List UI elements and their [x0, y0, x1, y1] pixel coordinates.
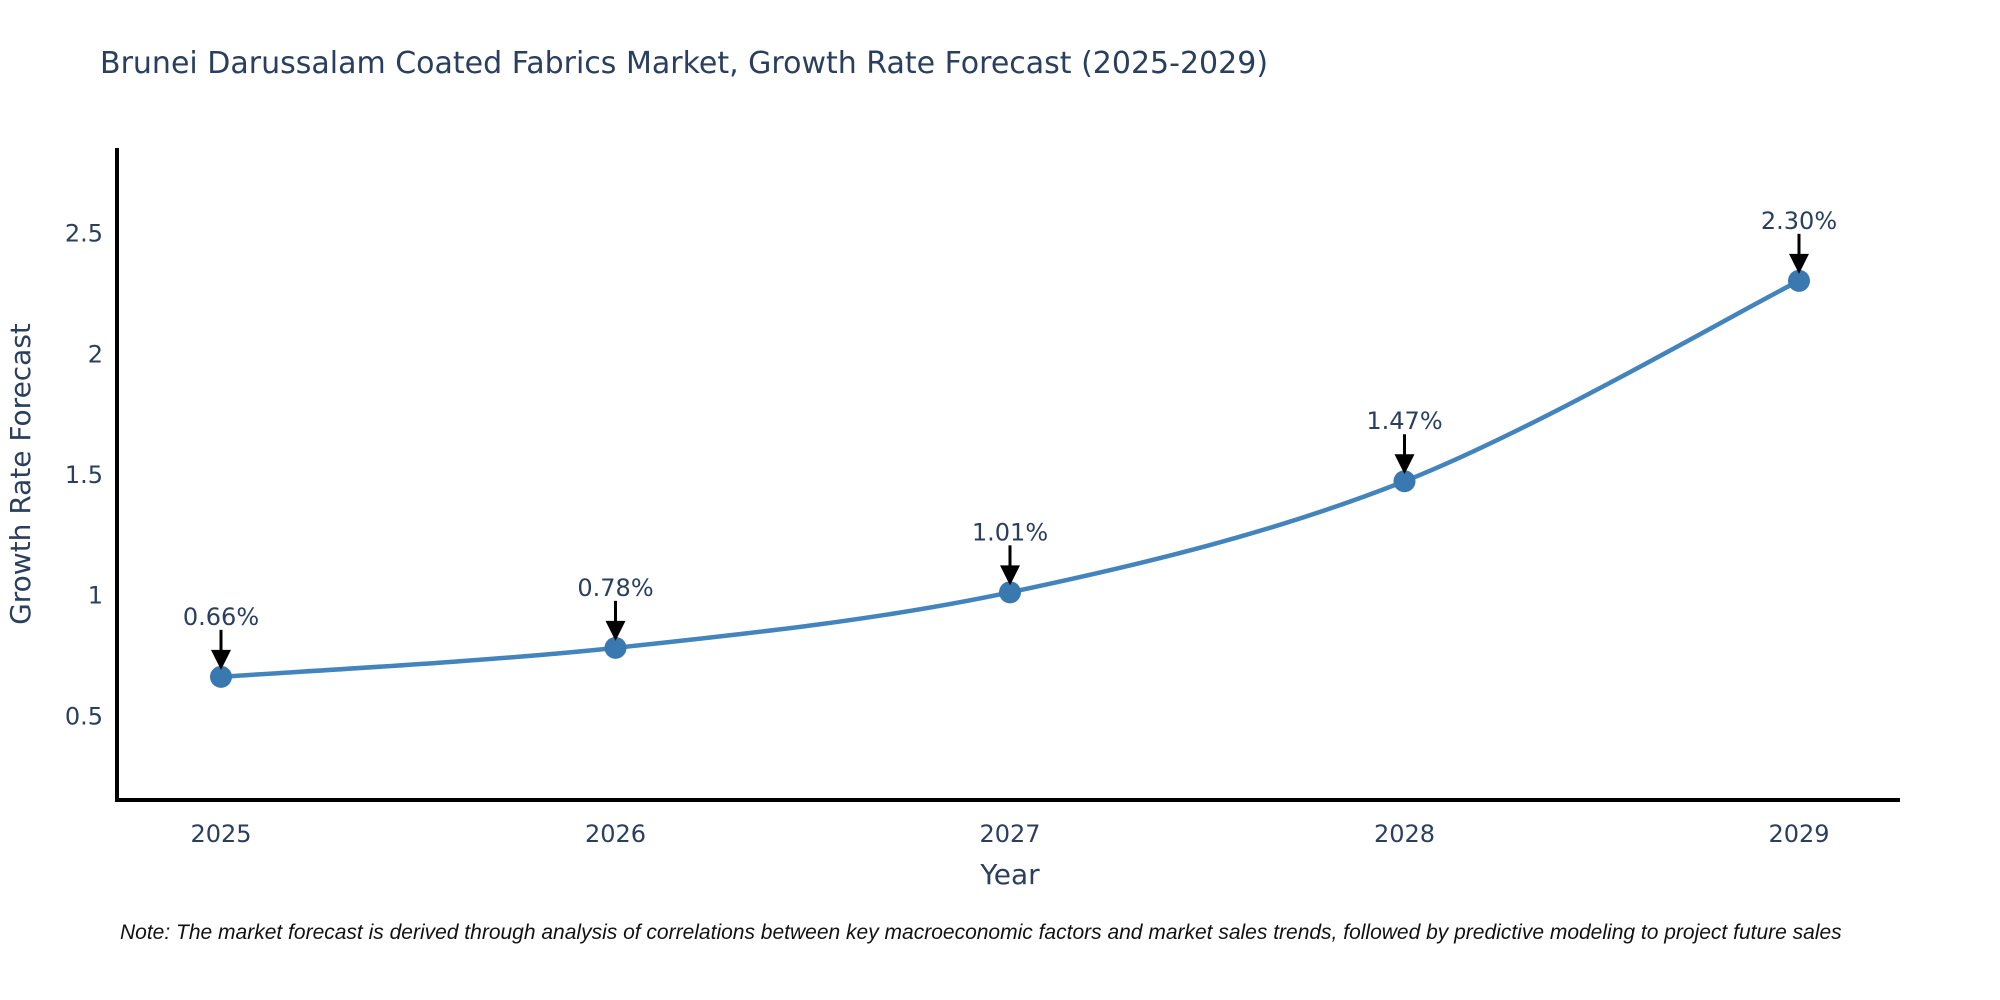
- y-tick-label: 0.5: [65, 702, 103, 730]
- chart-title: Brunei Darussalam Coated Fabrics Market,…: [100, 46, 1269, 81]
- series-line: [220, 278, 1801, 680]
- x-axis-title: Year: [979, 858, 1040, 891]
- annotation-arrow-head-icon: [605, 620, 626, 641]
- y-tick-label: 2: [88, 340, 103, 368]
- point-value-label: 0.78%: [577, 574, 653, 602]
- annotation-arrow-head-icon: [1000, 565, 1020, 586]
- x-tick-label: 2028: [1374, 820, 1435, 848]
- data-point-2029[interactable]: [1788, 269, 1810, 292]
- point-value-label: 1.47%: [1366, 407, 1442, 435]
- point-value-label: 2.30%: [1761, 207, 1837, 235]
- point-value-label: 0.66%: [183, 603, 259, 631]
- y-axis-title: Growth Rate Forecast: [4, 323, 37, 625]
- x-tick-label: 2027: [979, 820, 1040, 848]
- x-tick-label: 2029: [1768, 820, 1829, 848]
- data-point-2025[interactable]: [210, 665, 232, 688]
- data-point-2027[interactable]: [999, 581, 1021, 604]
- point-value-label: 1.01%: [972, 518, 1048, 546]
- x-tick-label: 2025: [190, 820, 251, 848]
- y-tick-label: 1: [88, 582, 103, 610]
- chart-note: Note: The market forecast is derived thr…: [120, 921, 1842, 944]
- annotation-arrow-head-icon: [211, 649, 231, 670]
- y-tick-label: 1.5: [65, 461, 103, 489]
- annotation-arrow-head-icon: [1394, 454, 1415, 475]
- x-tick-label: 2026: [585, 820, 646, 848]
- data-point-2028[interactable]: [1393, 470, 1416, 493]
- y-tick-label: 2.5: [65, 220, 103, 248]
- annotation-arrow-head-icon: [1789, 253, 1809, 274]
- data-point-2026[interactable]: [604, 636, 627, 659]
